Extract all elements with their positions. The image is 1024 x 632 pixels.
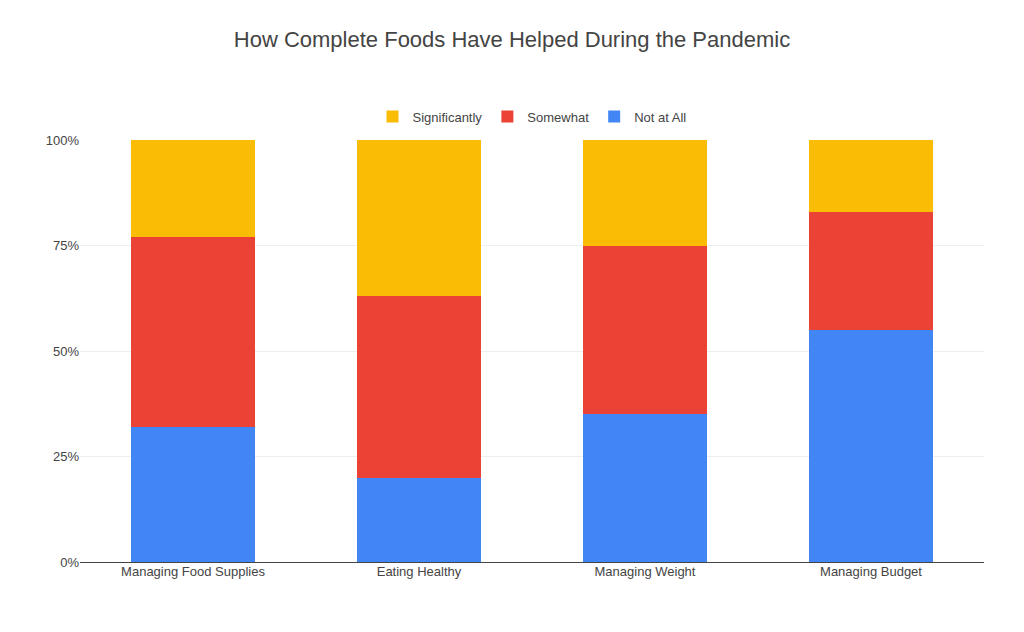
svg-text:Eating Healthy: Eating Healthy <box>377 564 462 579</box>
svg-text:100%: 100% <box>46 133 80 148</box>
svg-text:Not at All: Not at All <box>634 110 686 125</box>
svg-text:25%: 25% <box>53 449 79 464</box>
svg-text:Somewhat: Somewhat <box>527 110 589 125</box>
svg-text:0%: 0% <box>60 555 79 570</box>
svg-text:Managing Food Supplies: Managing Food Supplies <box>121 564 265 579</box>
svg-text:Managing Weight: Managing Weight <box>595 564 696 579</box>
svg-text:Significantly: Significantly <box>413 110 483 125</box>
svg-text:50%: 50% <box>53 344 79 359</box>
svg-text:75%: 75% <box>53 238 79 253</box>
svg-text:Managing Budget: Managing Budget <box>820 564 922 579</box>
svg-text:How Complete Foods Have Helped: How Complete Foods Have Helped During th… <box>234 27 790 52</box>
